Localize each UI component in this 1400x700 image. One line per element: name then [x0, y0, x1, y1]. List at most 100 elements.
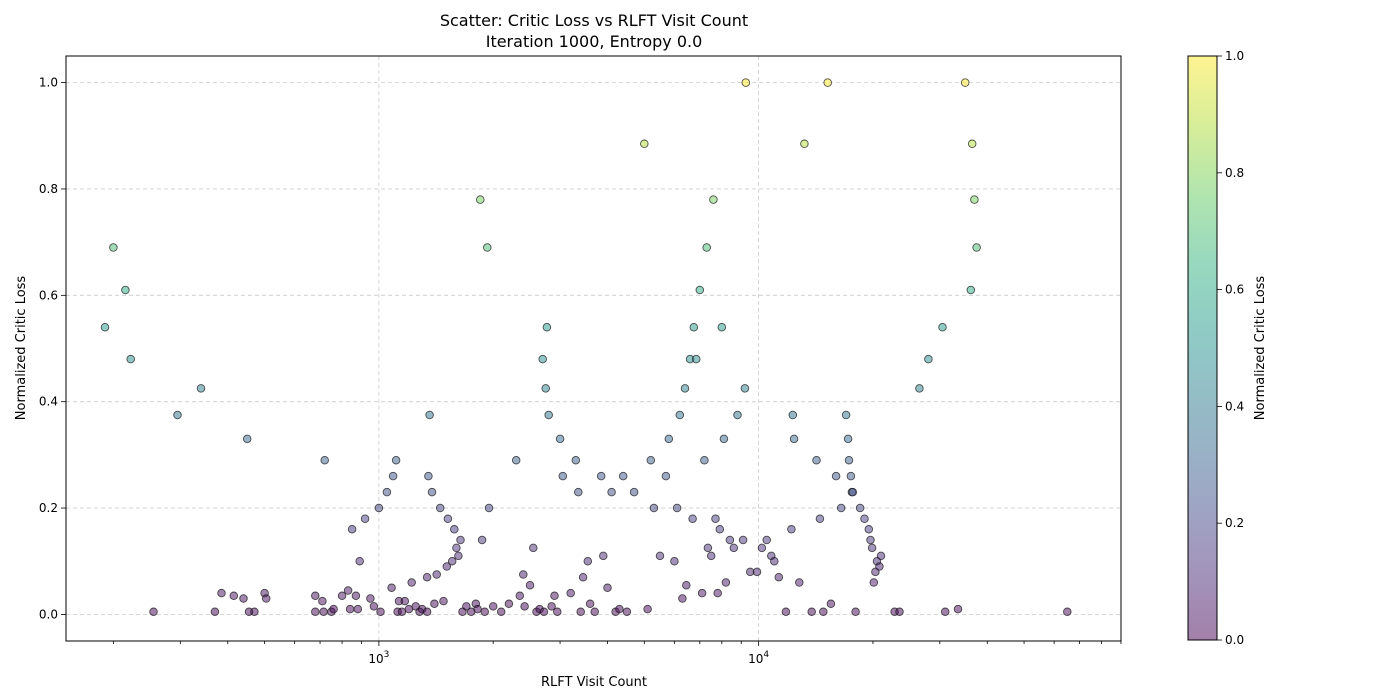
scatter-point — [578, 572, 588, 582]
scatter-point — [422, 607, 432, 617]
y-tick-label: 0.2 — [39, 501, 58, 515]
scatter-point — [815, 514, 825, 523]
scatter-point — [520, 602, 529, 611]
scatter-point — [210, 607, 220, 617]
scatter-point — [770, 556, 779, 566]
y-tick-label: 0.4 — [39, 395, 58, 409]
scatter-point — [807, 607, 816, 617]
scatter-point — [525, 580, 535, 590]
scatter-point — [787, 525, 796, 534]
scatter-point — [607, 487, 616, 497]
scatter-point — [795, 578, 804, 587]
scatter-point — [538, 354, 547, 364]
scatter-point — [196, 384, 206, 393]
scatter-point — [844, 455, 854, 465]
scatter-point — [100, 322, 110, 332]
plot-grid — [66, 56, 1121, 641]
scatter-point — [966, 285, 976, 295]
scatter-point — [876, 551, 886, 561]
scatter-point — [496, 607, 506, 617]
x-tick-label: 103 — [368, 650, 389, 666]
scatter-point — [788, 410, 798, 420]
y-axis-ticks: 0.0 0.2 0.4 0.6 0.8 1.0 — [39, 76, 66, 621]
scatter-point — [733, 410, 742, 420]
scatter-point — [781, 607, 791, 617]
scatter-point — [355, 556, 364, 566]
scatter-point — [819, 607, 828, 617]
scatter-point — [126, 354, 135, 364]
scatter-point — [250, 607, 259, 617]
scatter-point — [329, 604, 338, 614]
scatter-point — [719, 434, 729, 444]
scatter-point — [629, 487, 639, 497]
scatter-point — [432, 570, 441, 579]
scatter-point — [529, 543, 538, 553]
scatter-point — [646, 455, 656, 465]
colorbar-tick-label: 0.6 — [1225, 283, 1244, 297]
scatter-point — [688, 514, 697, 523]
scatter-point — [454, 551, 463, 561]
colorbar — [1187, 55, 1218, 641]
scatter-point — [711, 514, 720, 523]
scatter-point — [387, 583, 396, 593]
scatter-point — [762, 535, 771, 545]
scatter-point — [855, 503, 865, 513]
scatter-point — [831, 471, 841, 481]
chart-subtitle: Iteration 1000, Entropy 0.0 — [486, 32, 703, 51]
colorbar-tick-label: 0.8 — [1225, 166, 1244, 180]
scatter-point — [717, 322, 727, 332]
scatter-point — [547, 602, 556, 611]
scatter-point — [374, 503, 384, 513]
scatter-point — [443, 514, 453, 523]
scatter-point — [774, 572, 784, 582]
scatter-point — [866, 535, 875, 545]
scatter-point — [430, 599, 439, 609]
scatter-point — [860, 514, 869, 523]
scatter-point — [397, 607, 407, 617]
scatter-point — [511, 455, 521, 465]
scatter-point — [841, 410, 851, 420]
scatter-point — [407, 578, 416, 587]
scatter-point — [473, 604, 482, 614]
scatter-point — [442, 562, 452, 571]
scatter-point — [703, 543, 713, 553]
scatter-point — [678, 594, 687, 603]
scatter-point — [476, 195, 485, 204]
scatter-point — [680, 384, 690, 393]
scatter-point — [643, 604, 652, 614]
scatter-point — [366, 594, 375, 603]
scatter-point — [558, 471, 568, 481]
scatter-point — [590, 607, 599, 617]
scatter-point — [109, 243, 118, 252]
scatter-point — [261, 594, 271, 603]
scatter-point — [550, 591, 559, 601]
scatter-point — [519, 570, 528, 579]
scatter-point — [953, 604, 963, 614]
scatter-point — [740, 384, 750, 393]
scatter-point — [867, 543, 877, 553]
scatter-point — [741, 78, 751, 87]
scatter-point — [566, 588, 575, 598]
scatter-point — [752, 567, 762, 577]
scatter-point — [242, 434, 252, 444]
scatter-point — [649, 503, 659, 513]
scatter-point — [553, 607, 562, 617]
scatter-point — [484, 503, 494, 513]
scatter-point — [695, 285, 705, 295]
scatter-point — [320, 455, 329, 465]
scatter-point — [843, 434, 853, 444]
scatter-point — [706, 551, 716, 561]
scatter-point — [555, 434, 565, 444]
scatter-point — [599, 551, 608, 561]
scatter-point — [709, 195, 718, 204]
scatter-point — [360, 514, 370, 523]
scatter-point — [173, 410, 182, 420]
scatter-point — [967, 139, 977, 149]
scatter-point — [836, 503, 846, 513]
scatter-point — [661, 471, 671, 481]
scatter-point — [812, 455, 821, 465]
scatter-point — [697, 588, 707, 598]
scatter-point — [576, 607, 585, 617]
scatter-point — [675, 410, 685, 420]
y-tick-label: 0.8 — [39, 182, 58, 196]
